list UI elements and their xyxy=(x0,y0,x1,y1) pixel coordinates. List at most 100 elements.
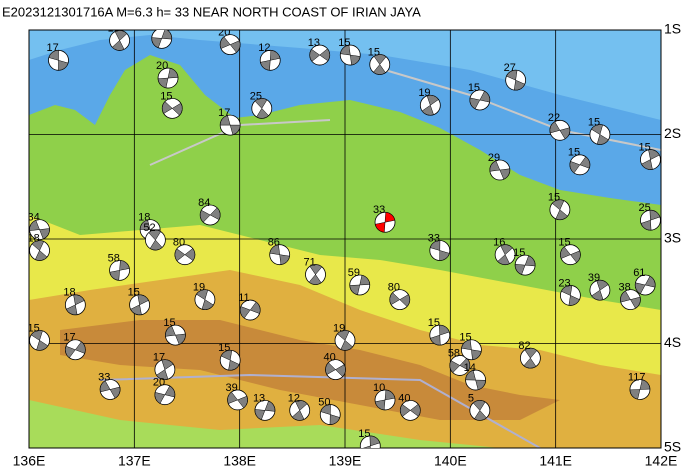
beachball-quadrant xyxy=(148,229,163,251)
beachball-quadrant xyxy=(325,362,346,377)
depth-label: 40 xyxy=(398,392,410,404)
depth-label: 33 xyxy=(373,204,385,216)
beachball-quadrant xyxy=(640,209,661,231)
x-tick-label: 139E xyxy=(329,453,362,469)
depth-label: 10 xyxy=(373,382,385,394)
depth-label: 15 xyxy=(638,141,650,153)
depth-label: 61 xyxy=(633,267,645,279)
depth-label: 15 xyxy=(160,90,172,102)
depth-label: 14 xyxy=(464,362,476,374)
beachball-quadrant xyxy=(30,330,49,351)
beachball-quadrant xyxy=(362,435,381,448)
depth-label: 80 xyxy=(173,237,185,249)
beachball-quadrant xyxy=(523,347,538,369)
depth-label: 25 xyxy=(250,90,262,102)
beachball-quadrant xyxy=(591,124,609,145)
depth-label: 20 xyxy=(156,60,168,72)
beachball-quadrant xyxy=(514,255,536,275)
beachball-quadrant xyxy=(220,350,240,371)
depth-label: 19 xyxy=(333,322,345,334)
depth-label: 117 xyxy=(628,371,646,383)
depth-label: 16 xyxy=(493,237,505,249)
depth-label: 23 xyxy=(558,277,570,289)
beachball-quadrant xyxy=(130,294,149,316)
depth-label: 52 xyxy=(143,222,155,234)
depth-label: 15 xyxy=(338,37,350,49)
beachball-quadrant xyxy=(254,98,269,119)
depth-label: 15 xyxy=(459,332,471,344)
beachball-quadrant xyxy=(65,294,85,316)
x-tick-label: 138E xyxy=(223,453,256,469)
depth-label: 17 xyxy=(218,107,230,119)
depth-label: 33 xyxy=(98,371,110,383)
beachball-quadrant xyxy=(465,370,486,391)
beachball-quadrant xyxy=(174,248,196,262)
beachball-quadrant xyxy=(99,380,121,399)
events: 17 25 12 13 15 15 20 15 17 15 50 20 27 19 15 22 15 15 15 29… xyxy=(28,20,661,448)
beachball-quadrant xyxy=(260,50,281,71)
beachball-quadrant xyxy=(109,260,130,281)
beachball-quadrant xyxy=(254,400,276,421)
y-tick-label: 5S xyxy=(664,439,681,455)
beachball-quadrant xyxy=(162,101,183,116)
beachball-quadrant xyxy=(219,115,241,136)
beachball-quadrant xyxy=(374,212,396,233)
beachball-quadrant xyxy=(309,48,330,62)
depth-label: 20 xyxy=(218,27,230,39)
depth-label: 50 xyxy=(150,20,162,32)
beachball-quadrant xyxy=(506,69,526,91)
beachball-quadrant xyxy=(156,359,174,380)
beachball-quadrant xyxy=(65,341,86,359)
x-tick-label: 136E xyxy=(13,453,46,469)
depth-label: 40 xyxy=(324,352,336,364)
beachball-quadrant xyxy=(151,30,172,49)
depth-label: 39 xyxy=(588,272,600,284)
beachball-quadrant xyxy=(269,244,290,265)
beachball-quadrant xyxy=(591,279,609,301)
depth-label: 71 xyxy=(304,256,316,268)
beachball-quadrant xyxy=(634,275,656,295)
beachball-quadrant xyxy=(157,67,179,89)
depth-label: 86 xyxy=(268,237,280,249)
depth-label: 15 xyxy=(548,192,560,204)
beachball-quadrant xyxy=(165,325,186,345)
beachball-quadrant xyxy=(199,207,221,223)
depth-label: 17 xyxy=(153,352,165,364)
depth-label: 20 xyxy=(153,377,165,389)
beachball-quadrant xyxy=(551,199,568,220)
depth-label: 12 xyxy=(258,42,270,54)
x-tick-label: 140E xyxy=(434,453,467,469)
beachball-quadrant xyxy=(111,30,128,51)
depth-label: 18 xyxy=(138,212,150,224)
depth-label: 18 xyxy=(63,287,75,299)
depth-label: 15 xyxy=(558,237,570,249)
y-tick-label: 1S xyxy=(664,21,681,37)
depth-label: 50 xyxy=(318,396,330,408)
depth-label: 12 xyxy=(288,392,300,404)
beachball-quadrant xyxy=(389,292,411,307)
beachball-quadrant xyxy=(349,274,370,296)
depth-label: 33 xyxy=(428,232,440,244)
map-title: E2023121301716A M=6.3 h= 33 NEAR NORTH C… xyxy=(2,4,421,19)
beachball-quadrant xyxy=(373,54,387,75)
beachball-quadrant xyxy=(421,95,439,116)
depth-label: 17 xyxy=(46,42,58,54)
depth-label: 58 xyxy=(108,252,120,264)
depth-label: 15 xyxy=(368,46,380,58)
depth-label: 59 xyxy=(348,267,360,279)
beachball-quadrant xyxy=(560,285,580,306)
x-tick-label: 137E xyxy=(118,453,151,469)
depth-label: 58 xyxy=(448,347,460,359)
depth-label: 18 xyxy=(28,232,40,244)
beachball-quadrant xyxy=(489,160,511,180)
beachball-quadrant xyxy=(320,404,341,425)
depth-label: 15 xyxy=(513,247,525,259)
x-tick-label: 141E xyxy=(539,453,572,469)
depth-label: 15 xyxy=(468,82,480,94)
depth-label: 19 xyxy=(193,282,205,294)
depth-label: 38 xyxy=(618,282,630,294)
depth-label: 17 xyxy=(63,332,75,344)
beachball-quadrant xyxy=(497,244,513,265)
depth-label: 25 xyxy=(638,202,650,214)
